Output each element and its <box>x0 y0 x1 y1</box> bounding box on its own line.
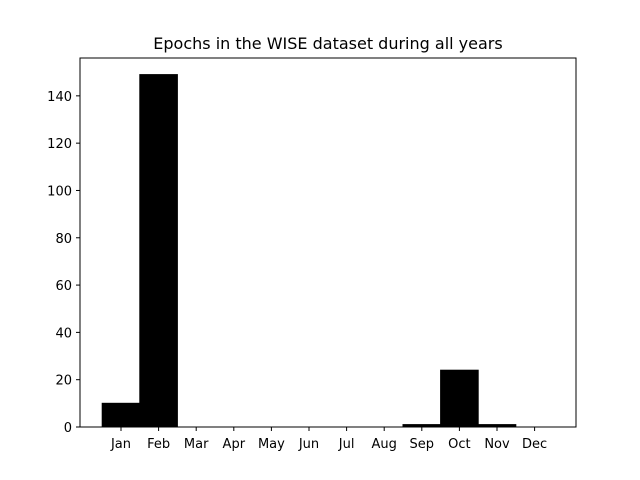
x-tick-label: Jun <box>298 437 319 452</box>
x-tick-label: Feb <box>147 437 170 452</box>
bars-group <box>101 74 517 428</box>
y-tick-label: 120 <box>47 137 72 152</box>
x-tick-label: Nov <box>484 437 510 452</box>
x-tick-label: Jan <box>110 437 131 452</box>
x-tick-label: Dec <box>522 437 547 452</box>
y-tick-label: 40 <box>55 326 72 341</box>
x-tick-label: Aug <box>372 437 397 452</box>
x-tick-label: Sep <box>410 437 435 452</box>
bar-oct <box>440 369 479 428</box>
x-axis: Jan Feb Mar Apr May Jun Jul Aug Sep Oct Nov Dec <box>110 427 547 452</box>
x-tick-label: Apr <box>223 437 246 452</box>
y-tick-label: 140 <box>47 90 72 105</box>
y-axis: 0 20 40 60 80 100 120 140 <box>47 90 80 436</box>
y-tick-label: 0 <box>64 421 72 436</box>
bar-feb <box>139 74 178 428</box>
y-tick-label: 20 <box>55 374 72 389</box>
x-tick-label: Mar <box>184 437 209 452</box>
x-tick-label: Oct <box>448 437 470 452</box>
chart-title: Epochs in the WISE dataset during all ye… <box>153 34 502 53</box>
x-tick-label: May <box>258 437 285 452</box>
y-tick-label: 100 <box>47 184 72 199</box>
y-tick-label: 60 <box>55 279 72 294</box>
y-tick-label: 80 <box>55 232 72 247</box>
bar-jan <box>101 402 141 428</box>
x-tick-label: Jul <box>338 437 355 452</box>
plot-frame <box>79 57 577 428</box>
